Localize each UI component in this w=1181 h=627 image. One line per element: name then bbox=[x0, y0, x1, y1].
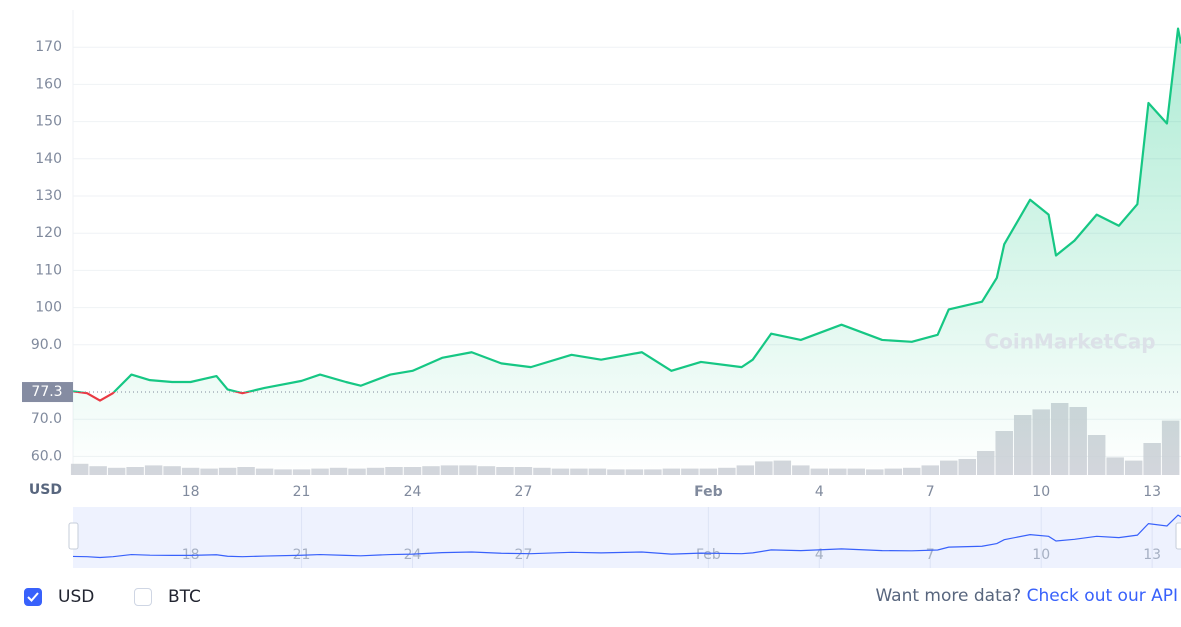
y-tick-label: 170 bbox=[35, 39, 62, 55]
navigator-bg bbox=[73, 507, 1181, 568]
nav-tick-label: 27 bbox=[515, 547, 533, 563]
y-tick-label: 90.0 bbox=[31, 337, 62, 353]
x-tick-label: 7 bbox=[926, 484, 935, 500]
legend-label: BTC bbox=[168, 587, 201, 607]
controls: USD BTC Want more data? Check out our AP… bbox=[0, 580, 1181, 616]
x-tick-label: 13 bbox=[1143, 484, 1161, 500]
y-tick-label: 110 bbox=[35, 262, 62, 278]
y-unit: USD bbox=[29, 482, 62, 498]
x-tick-label: 24 bbox=[404, 484, 422, 500]
checkbox[interactable] bbox=[24, 588, 42, 606]
api-link[interactable]: Check out our API bbox=[1026, 586, 1178, 606]
navigator-handle[interactable] bbox=[1175, 522, 1181, 550]
footer: Want more data? Check out our API bbox=[875, 586, 1178, 606]
nav-tick-label: 4 bbox=[815, 547, 824, 563]
btc-toggle[interactable]: BTC bbox=[134, 587, 201, 607]
legend-label: USD bbox=[58, 587, 95, 607]
y-tick-label: 150 bbox=[35, 114, 62, 130]
chart: USD 60.0 70.0 90.0 100 110 120 130 140 150 160 170… bbox=[22, 10, 1181, 568]
area bbox=[73, 28, 1181, 475]
x-tick-label: 27 bbox=[515, 484, 533, 500]
nav-tick-label: 13 bbox=[1143, 547, 1161, 563]
y-tick-label: 70.0 bbox=[31, 411, 62, 427]
x-tick-label: 4 bbox=[815, 484, 824, 500]
usd-toggle[interactable]: USD bbox=[24, 587, 94, 607]
nav-tick-label: 7 bbox=[926, 547, 935, 563]
y-tick-label: 120 bbox=[35, 225, 62, 241]
x-tick-label: 10 bbox=[1032, 484, 1050, 500]
y-tick-label: 100 bbox=[35, 300, 62, 316]
x-tick-label: 21 bbox=[293, 484, 311, 500]
nav-tick-label: Feb bbox=[696, 547, 721, 563]
y-tick-label: 60.0 bbox=[31, 448, 62, 464]
y-tick-label: 130 bbox=[35, 188, 62, 204]
navigator-handle[interactable] bbox=[68, 522, 79, 550]
current-price-label: 77.3 bbox=[31, 384, 62, 400]
price-line bbox=[72, 27, 1181, 402]
x-tick-label: 18 bbox=[182, 484, 200, 500]
footer-text: Want more data? bbox=[875, 586, 1022, 606]
checkbox[interactable] bbox=[134, 588, 152, 606]
watermark: CoinMarketCap bbox=[984, 330, 1155, 354]
y-tick-label: 160 bbox=[35, 76, 62, 92]
x-tick-label: Feb bbox=[694, 484, 723, 500]
current-price-tag bbox=[22, 382, 73, 403]
nav-tick-label: 10 bbox=[1032, 547, 1050, 563]
y-tick-label: 140 bbox=[35, 151, 62, 167]
navigator-line bbox=[72, 514, 1181, 559]
nav-tick-label: 24 bbox=[404, 547, 422, 563]
